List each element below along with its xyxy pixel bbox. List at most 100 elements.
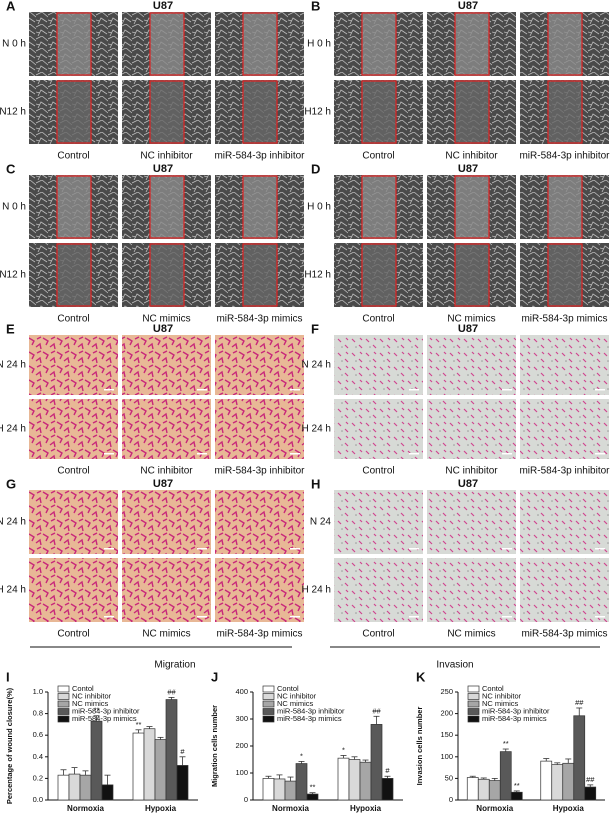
scratch-box <box>454 243 490 307</box>
scratch-gap <box>455 80 489 144</box>
scratch-box <box>56 80 92 144</box>
column-label: miR-584-3p inhibitor <box>214 151 305 162</box>
micrograph <box>215 490 304 554</box>
scratch-gap <box>455 12 489 76</box>
chart-letter: J <box>211 669 218 684</box>
column-label: miR-584-3p mimics <box>521 629 607 640</box>
legend-label: miR-584-3p inhibitor <box>277 706 345 715</box>
bar <box>381 778 394 801</box>
bar <box>466 777 479 801</box>
bar <box>143 728 156 801</box>
scale-bar <box>502 453 512 455</box>
bar <box>154 739 167 801</box>
panel-title: U87 <box>458 163 478 175</box>
scratch-box <box>547 80 583 144</box>
scratch-box <box>454 175 490 239</box>
legend-swatch <box>467 700 480 708</box>
bar <box>90 720 103 801</box>
y-tick-label: 150 <box>440 730 453 739</box>
panel-letter: B <box>311 0 320 13</box>
row-label: N12 h <box>0 107 26 118</box>
bar <box>273 778 286 801</box>
micrograph <box>29 335 118 395</box>
legend-swatch <box>262 715 275 723</box>
legend-label: miR-584-3p mimics <box>482 714 547 723</box>
significance-mark: ## <box>575 698 584 707</box>
scale-bar <box>290 548 300 550</box>
legend-swatch <box>467 715 480 723</box>
y-tick-label: 0.8 <box>33 709 43 718</box>
scratch-box <box>361 243 397 307</box>
legend-swatch <box>57 685 70 693</box>
legend-label: NC mimics <box>482 699 518 708</box>
scratch-gap <box>455 243 489 307</box>
legend-label: NC inhibitor <box>72 691 112 700</box>
panel-letter: F <box>311 321 319 336</box>
scratch-gap <box>362 243 396 307</box>
significance-mark: ** <box>310 783 316 792</box>
bar <box>348 759 361 801</box>
row-label: N 24 h <box>0 517 26 528</box>
significance-mark: ** <box>514 781 520 790</box>
panel-letter: H <box>311 476 320 491</box>
scratch-box <box>149 80 185 144</box>
scale-bar <box>197 616 207 618</box>
scratch-gap <box>150 12 184 76</box>
legend-label: Contol <box>277 684 299 693</box>
scale-bar <box>502 548 512 550</box>
column-label: miR-584-3p mimics <box>216 629 302 640</box>
column-label: Control <box>57 629 89 640</box>
bar <box>262 778 275 801</box>
y-tick-label: 400 <box>235 687 248 696</box>
column-label: miR-584-3p inhibitor <box>519 151 610 162</box>
row-label: N 24 <box>310 517 332 528</box>
significance-mark: * <box>300 751 303 760</box>
scratch-gap <box>243 175 277 239</box>
panel-title: U87 <box>153 163 173 175</box>
scratch-box <box>361 175 397 239</box>
bar <box>562 762 575 801</box>
scratch-box <box>547 243 583 307</box>
scratch-box <box>56 175 92 239</box>
micrograph <box>520 490 609 554</box>
panel-title: U87 <box>153 478 173 490</box>
column-label: NC inhibitor <box>445 151 498 162</box>
scratch-box <box>242 243 278 307</box>
scratch-box <box>149 12 185 76</box>
panel-title: U87 <box>458 323 478 335</box>
bar <box>584 786 597 801</box>
y-tick-label: 250 <box>440 687 453 696</box>
bar <box>176 765 189 801</box>
micrograph <box>122 335 211 395</box>
scratch-box <box>547 12 583 76</box>
column-label: miR-584-3p inhibitor <box>519 466 610 477</box>
legend-label: miR-584-3p inhibitor <box>482 706 550 715</box>
legend-label: NC inhibitor <box>482 691 522 700</box>
scale-bar <box>502 616 512 618</box>
micrograph <box>334 558 423 622</box>
legend-label: Contol <box>482 684 504 693</box>
x-tick-label: Normoxia <box>67 804 104 813</box>
micrograph <box>520 335 609 395</box>
scale-bar <box>595 453 605 455</box>
scratch-gap <box>150 80 184 144</box>
legend-swatch <box>467 708 480 715</box>
scratch-gap <box>150 175 184 239</box>
scratch-gap <box>362 80 396 144</box>
legend-label: miR-584-3p inhibitor <box>72 706 140 715</box>
bar <box>573 715 586 801</box>
scratch-gap <box>362 12 396 76</box>
legend-swatch <box>57 693 70 700</box>
y-tick-label: 100 <box>440 752 453 761</box>
footer-label: Migration <box>154 660 195 671</box>
scratch-gap <box>57 12 91 76</box>
scale-bar <box>104 453 114 455</box>
column-label: Control <box>362 629 394 640</box>
legend-swatch <box>57 715 70 723</box>
bar <box>68 773 81 801</box>
micrograph <box>215 335 304 395</box>
bar <box>165 699 178 801</box>
significance-mark: ** <box>94 706 100 715</box>
micrograph <box>122 399 211 459</box>
bar <box>540 760 553 801</box>
